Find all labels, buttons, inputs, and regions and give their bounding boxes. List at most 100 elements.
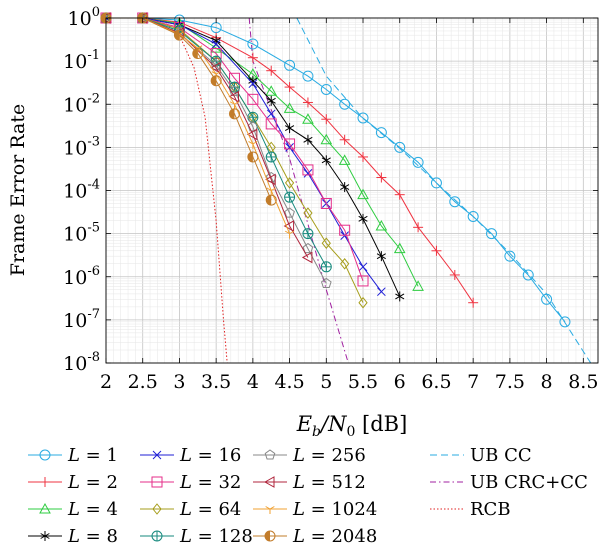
y-axis-label: Frame Error Rate: [7, 104, 29, 276]
marker-triangle: [393, 242, 406, 254]
data-point: [541, 293, 553, 305]
data-point: [284, 138, 296, 150]
series-line: [106, 17, 327, 268]
marker-tri-down: [234, 101, 240, 105]
legend-label: L = 16: [179, 445, 241, 466]
marker-star: [395, 293, 405, 300]
marker-half-circle: [192, 48, 198, 59]
legend-label-value: = 4: [80, 499, 118, 520]
marker-triangle-left: [263, 476, 275, 488]
y-tick-base: 10: [63, 181, 87, 203]
marker-half-circle: [266, 195, 272, 206]
y-tick-label: 10-7: [63, 307, 100, 332]
marker-x: [303, 168, 313, 178]
marker-half-circle: [210, 75, 222, 87]
data-point: [284, 230, 295, 239]
legend-label-var: L: [292, 499, 305, 520]
data-point: [303, 134, 313, 145]
legend-label-var: L: [292, 445, 305, 466]
marker-tri-down: [229, 101, 235, 105]
y-tick-base: 10: [63, 137, 87, 159]
data-point: [339, 134, 350, 145]
data-point: [266, 109, 276, 119]
marker-triangle-left: [265, 173, 276, 186]
legend-label: L = 32: [179, 472, 241, 493]
legend-label: L = 256: [292, 445, 366, 466]
marker-tri-down: [284, 230, 290, 235]
series-line: [106, 17, 382, 292]
legend-label-var: L: [179, 472, 192, 493]
marker-triangle: [357, 188, 369, 200]
marker-star: [358, 215, 368, 222]
marker-triangle: [39, 502, 51, 514]
data-point: [192, 48, 204, 60]
data-point: [247, 52, 258, 63]
data-point: [320, 197, 332, 209]
y-tick-label: 10-4: [63, 178, 100, 203]
y-tick-exponent: -4: [87, 178, 100, 193]
data-point: [265, 85, 278, 96]
legend-label-var: L: [292, 526, 305, 547]
data-point: [283, 102, 296, 113]
marker-star: [303, 136, 313, 143]
legend-item: L = 64: [140, 499, 241, 520]
marker-circle: [320, 83, 332, 95]
y-tick-base: 10: [63, 224, 87, 246]
data-point: [266, 95, 276, 106]
y-tick-label: 10-3: [63, 134, 100, 159]
data-point: [339, 224, 351, 236]
data-point: [320, 277, 332, 288]
grid: [105, 17, 599, 364]
data-point: [39, 502, 51, 514]
marker-circle: [394, 141, 406, 153]
x-tick-label: 8: [541, 371, 553, 393]
marker-half-circle: [247, 151, 259, 163]
x-axis-label-e: E: [296, 412, 312, 436]
series-line: [106, 17, 364, 282]
bound-line: [296, 17, 592, 364]
marker-half-circle: [192, 48, 204, 60]
marker-tri-down: [266, 187, 272, 191]
data-point: [321, 237, 331, 249]
series-line: [106, 17, 272, 201]
data-point: [173, 29, 185, 41]
data-point: [246, 128, 258, 141]
data-point: [320, 261, 332, 273]
data-point: [40, 477, 50, 487]
y-tick-exponent: 0: [92, 5, 100, 20]
legend-label: L = 1024: [292, 499, 377, 520]
y-tick-exponent: -5: [87, 221, 100, 236]
marker-star: [376, 253, 386, 260]
data-point: [302, 113, 314, 124]
marker-x: [266, 109, 276, 119]
data-point: [357, 112, 369, 124]
x-tick-label: 2.5: [128, 371, 158, 393]
x-tick-label: 2: [100, 371, 112, 393]
legend-item: L = 512: [253, 472, 366, 493]
marker-circle: [504, 250, 516, 262]
marker-square: [247, 93, 259, 105]
y-tick-label: 10-8: [63, 350, 100, 375]
marker-pentagon: [264, 449, 276, 460]
marker-diamond: [321, 237, 331, 249]
y-tick-base: 10: [63, 267, 87, 289]
x-tick-label: 7: [467, 371, 479, 393]
x-axis-label: Eb/N0 [dB]: [296, 412, 408, 440]
legend-label-value: = 1: [80, 445, 118, 466]
data-point: [265, 151, 277, 163]
data-point: [229, 108, 241, 120]
data-point: [264, 449, 276, 460]
data-point: [152, 450, 162, 460]
marker-triangle-left: [301, 251, 313, 264]
marker-tri-down: [269, 506, 275, 510]
legend-label-value: = 16: [192, 445, 241, 466]
data-point: [247, 93, 259, 105]
data-point: [247, 38, 259, 50]
marker-tri-down: [265, 506, 271, 510]
marker-triangle: [412, 280, 424, 291]
data-point: [449, 269, 460, 280]
legend-item: L = 128: [140, 526, 253, 547]
marker-circle: [339, 98, 351, 110]
x-axis-label-unit: [dB]: [355, 412, 407, 436]
